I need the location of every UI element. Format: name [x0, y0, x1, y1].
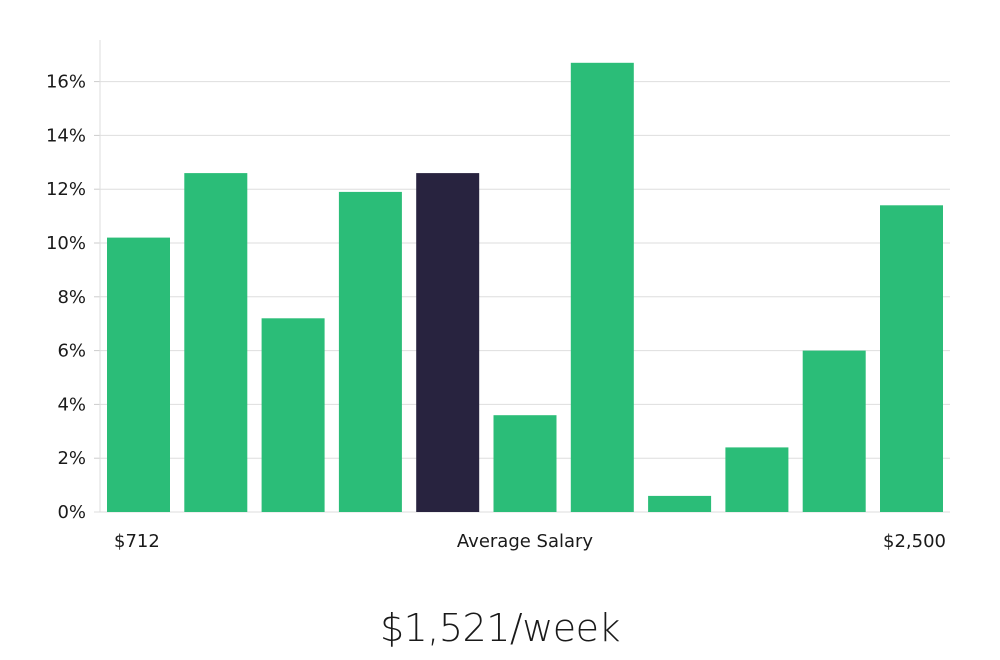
y-tick-label: 4% — [57, 394, 86, 415]
bar — [493, 415, 557, 512]
x-label-center: Average Salary — [457, 531, 594, 552]
bars — [107, 62, 943, 513]
bar — [338, 191, 402, 512]
y-tick-label: 2% — [57, 448, 86, 469]
bar — [802, 350, 866, 512]
y-tick-label: 14% — [46, 125, 86, 146]
bar — [725, 447, 789, 512]
bar — [648, 495, 712, 512]
bar — [261, 318, 325, 512]
x-label-max: $2,500 — [883, 531, 946, 552]
y-tick-label: 6% — [57, 341, 86, 362]
x-label-min: $712 — [114, 531, 160, 552]
y-tick-label: 8% — [57, 287, 86, 308]
y-tick-label: 0% — [57, 502, 86, 523]
salary-distribution-chart: 0% 2% 4% 6% 8% 10% 12% 14% 16% $712 Average Sala… — [46, 40, 950, 552]
y-tick-label: 12% — [46, 179, 86, 200]
bar — [107, 237, 170, 512]
x-labels: $712 Average Salary $2,500 — [114, 531, 946, 552]
bar — [880, 205, 943, 513]
y-tick-label: 10% — [46, 233, 86, 254]
bar — [570, 62, 634, 513]
average-salary-headline: $1,521/week — [379, 606, 621, 650]
bar-highlight-average — [416, 173, 480, 512]
bar — [184, 173, 248, 512]
y-tick-label: 16% — [46, 72, 86, 93]
y-tick-labels: 0% 2% 4% 6% 8% 10% 12% 14% 16% — [46, 72, 86, 523]
